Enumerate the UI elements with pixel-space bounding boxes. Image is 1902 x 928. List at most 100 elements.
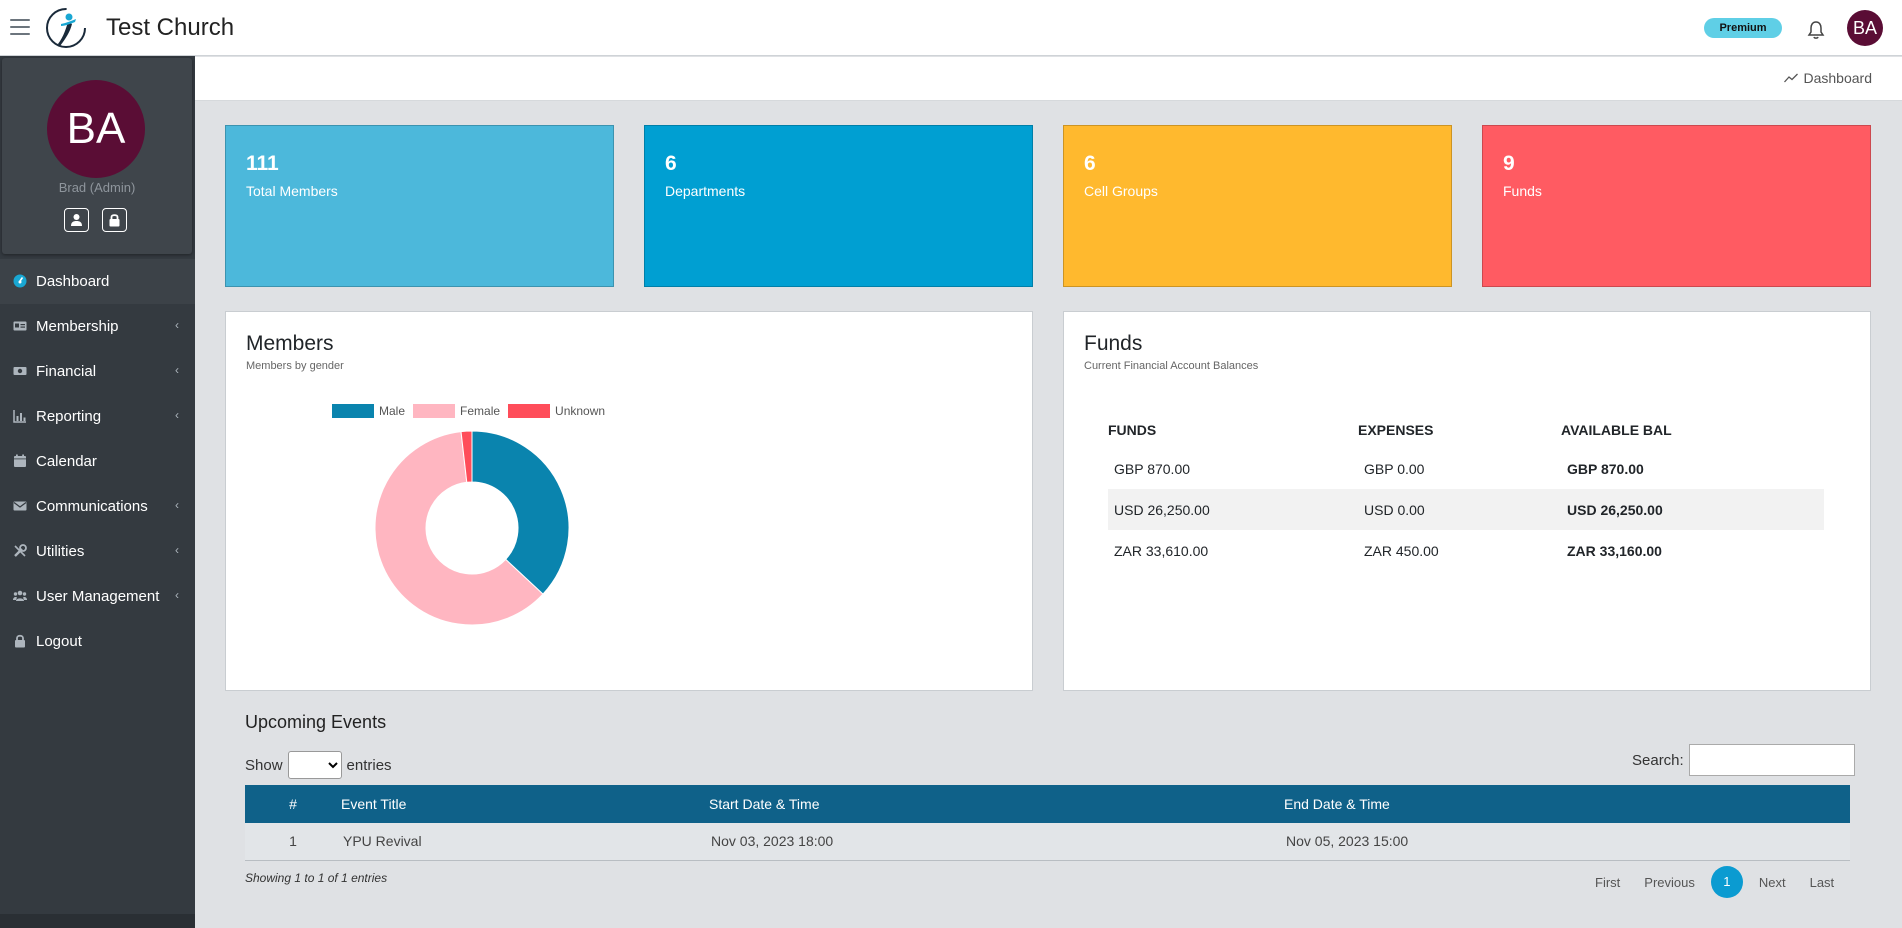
legend-swatch-female[interactable] xyxy=(413,404,456,418)
stat-box-departments[interactable]: 6 Departments xyxy=(644,125,1033,287)
stat-label: Departments xyxy=(665,183,746,199)
user-icon xyxy=(71,214,82,226)
stat-value: 6 xyxy=(1084,152,1096,175)
doughnut-slice-unknown[interactable] xyxy=(460,430,473,483)
column-header: EXPENSES xyxy=(1358,422,1434,438)
user-avatar[interactable]: BA xyxy=(1847,10,1883,46)
sidebar: BA Brad (Admin) Dashboard xyxy=(0,56,195,928)
tools-icon xyxy=(14,544,27,557)
trend-line-icon xyxy=(1783,73,1798,83)
card-subtitle: Current Financial Account Balances xyxy=(1084,360,1259,372)
stat-box-funds[interactable]: 9 Funds xyxy=(1482,125,1871,287)
chart-icon xyxy=(13,410,26,423)
calendar-icon xyxy=(14,454,26,467)
card-title: Members xyxy=(246,332,334,355)
doughnut-slice-male[interactable] xyxy=(471,430,570,595)
table-cell: GBP 870.00 xyxy=(1114,460,1191,477)
pagination: First Previous 1 Next Last xyxy=(1583,866,1846,898)
sidebar-item-membership[interactable]: Membership ‹ xyxy=(0,304,195,349)
table-cell: USD 0.00 xyxy=(1358,489,1561,530)
pager-first[interactable]: First xyxy=(1595,874,1621,890)
chevron-left-icon: ‹ xyxy=(175,498,179,512)
sidebar-item-dashboard[interactable]: Dashboard xyxy=(0,259,195,304)
search-input[interactable] xyxy=(1688,744,1855,776)
dashboard-icon xyxy=(13,274,27,288)
legend-label: Unknown xyxy=(555,404,606,418)
legend-label: Female xyxy=(460,404,501,418)
sidebar-item-communications[interactable]: Communications ‹ xyxy=(0,484,195,529)
entries-length-control: Show entries xyxy=(245,751,392,779)
sidebar-item-calendar[interactable]: Calendar xyxy=(0,439,195,484)
app-title: Test Church xyxy=(106,14,235,41)
legend-swatch-unknown[interactable] xyxy=(508,404,551,418)
breadcrumb-dashboard[interactable]: Dashboard xyxy=(1803,70,1873,86)
sidebar-item-label: Dashboard xyxy=(36,273,110,290)
pager-current-page[interactable]: 1 xyxy=(1710,866,1743,898)
doughnut-slice-female[interactable] xyxy=(374,431,544,626)
table-cell: Nov 03, 2023 18:00 xyxy=(709,823,1284,861)
lock-icon xyxy=(109,214,120,227)
top-navbar: Test Church Premium BA xyxy=(0,0,1902,56)
stat-value: 9 xyxy=(1503,152,1515,175)
chevron-left-icon: ‹ xyxy=(175,408,179,422)
search-label: Search: xyxy=(1632,751,1684,769)
sidebar-item-label: Logout xyxy=(36,633,82,650)
table-cell: ZAR 33,610.00 xyxy=(1114,542,1209,559)
sidebar-item-user-management[interactable]: User Management ‹ xyxy=(0,574,195,619)
members-card: Members Members by gender Male Female Un… xyxy=(225,311,1033,691)
chevron-left-icon: ‹ xyxy=(175,543,179,557)
table-search: Search: xyxy=(1632,744,1855,776)
chart-legend: Male Female Unknown xyxy=(332,404,613,418)
pager-last[interactable]: Last xyxy=(1809,874,1835,890)
sidebar-item-label: User Management xyxy=(36,588,160,605)
entries-select[interactable] xyxy=(287,751,342,779)
table-cell: ZAR 33,160.00 xyxy=(1567,542,1662,559)
column-header[interactable]: Event Title xyxy=(341,796,407,812)
profile-avatar: BA xyxy=(47,80,145,178)
legend-label: Male xyxy=(379,404,406,418)
stat-value: 111 xyxy=(246,152,279,175)
envelope-icon xyxy=(13,501,27,511)
lock-screen-button[interactable] xyxy=(102,208,127,232)
table-row[interactable]: 1 YPU Revival Nov 03, 2023 18:00 Nov 05,… xyxy=(245,823,1850,861)
menu-toggle-icon[interactable] xyxy=(10,19,30,35)
card-subtitle: Members by gender xyxy=(246,360,344,372)
column-header: FUNDS xyxy=(1108,422,1157,438)
stat-box-total-members[interactable]: 111 Total Members xyxy=(225,125,614,287)
user-panel: BA Brad (Admin) xyxy=(2,58,192,254)
table-info: Showing 1 to 1 of 1 entries xyxy=(245,871,388,885)
column-header[interactable]: Start Date & Time xyxy=(709,796,820,812)
sidebar-footer xyxy=(0,914,195,928)
user-name: Brad (Admin) xyxy=(58,180,136,195)
sidebar-item-utilities[interactable]: Utilities ‹ xyxy=(0,529,195,574)
profile-button[interactable] xyxy=(64,208,89,232)
stat-box-cell-groups[interactable]: 6 Cell Groups xyxy=(1063,125,1452,287)
id-card-icon xyxy=(13,321,27,331)
stat-label: Funds xyxy=(1503,183,1542,199)
table-cell: YPU Revival xyxy=(341,823,709,861)
breadcrumb: Dashboard xyxy=(1783,70,1873,86)
chevron-left-icon: ‹ xyxy=(175,363,179,377)
legend-swatch-male[interactable] xyxy=(332,404,374,418)
sidebar-item-logout[interactable]: Logout xyxy=(0,619,195,664)
column-header[interactable]: End Date & Time xyxy=(1284,796,1390,812)
column-header[interactable]: # xyxy=(289,796,297,812)
entries-label: entries xyxy=(346,756,392,774)
pager-next[interactable]: Next xyxy=(1758,874,1786,890)
sidebar-item-financial[interactable]: Financial ‹ xyxy=(0,349,195,394)
show-label: Show xyxy=(245,756,283,774)
bell-icon[interactable] xyxy=(1807,20,1825,40)
table-cell: USD 26,250.00 xyxy=(1561,489,1824,530)
table-cell: USD 26,250.00 xyxy=(1108,489,1358,530)
sidebar-item-label: Communications xyxy=(36,498,148,515)
stat-label: Cell Groups xyxy=(1084,183,1158,199)
church-logo xyxy=(46,8,86,48)
sidebar-item-label: Calendar xyxy=(36,453,97,470)
table-cell: 1 xyxy=(245,823,341,861)
users-icon xyxy=(13,590,27,601)
sidebar-item-reporting[interactable]: Reporting ‹ xyxy=(0,394,195,439)
chevron-left-icon: ‹ xyxy=(175,318,179,332)
table-cell: GBP 0.00 xyxy=(1364,460,1425,477)
pager-previous[interactable]: Previous xyxy=(1644,874,1695,890)
gender-doughnut-chart xyxy=(374,430,570,626)
